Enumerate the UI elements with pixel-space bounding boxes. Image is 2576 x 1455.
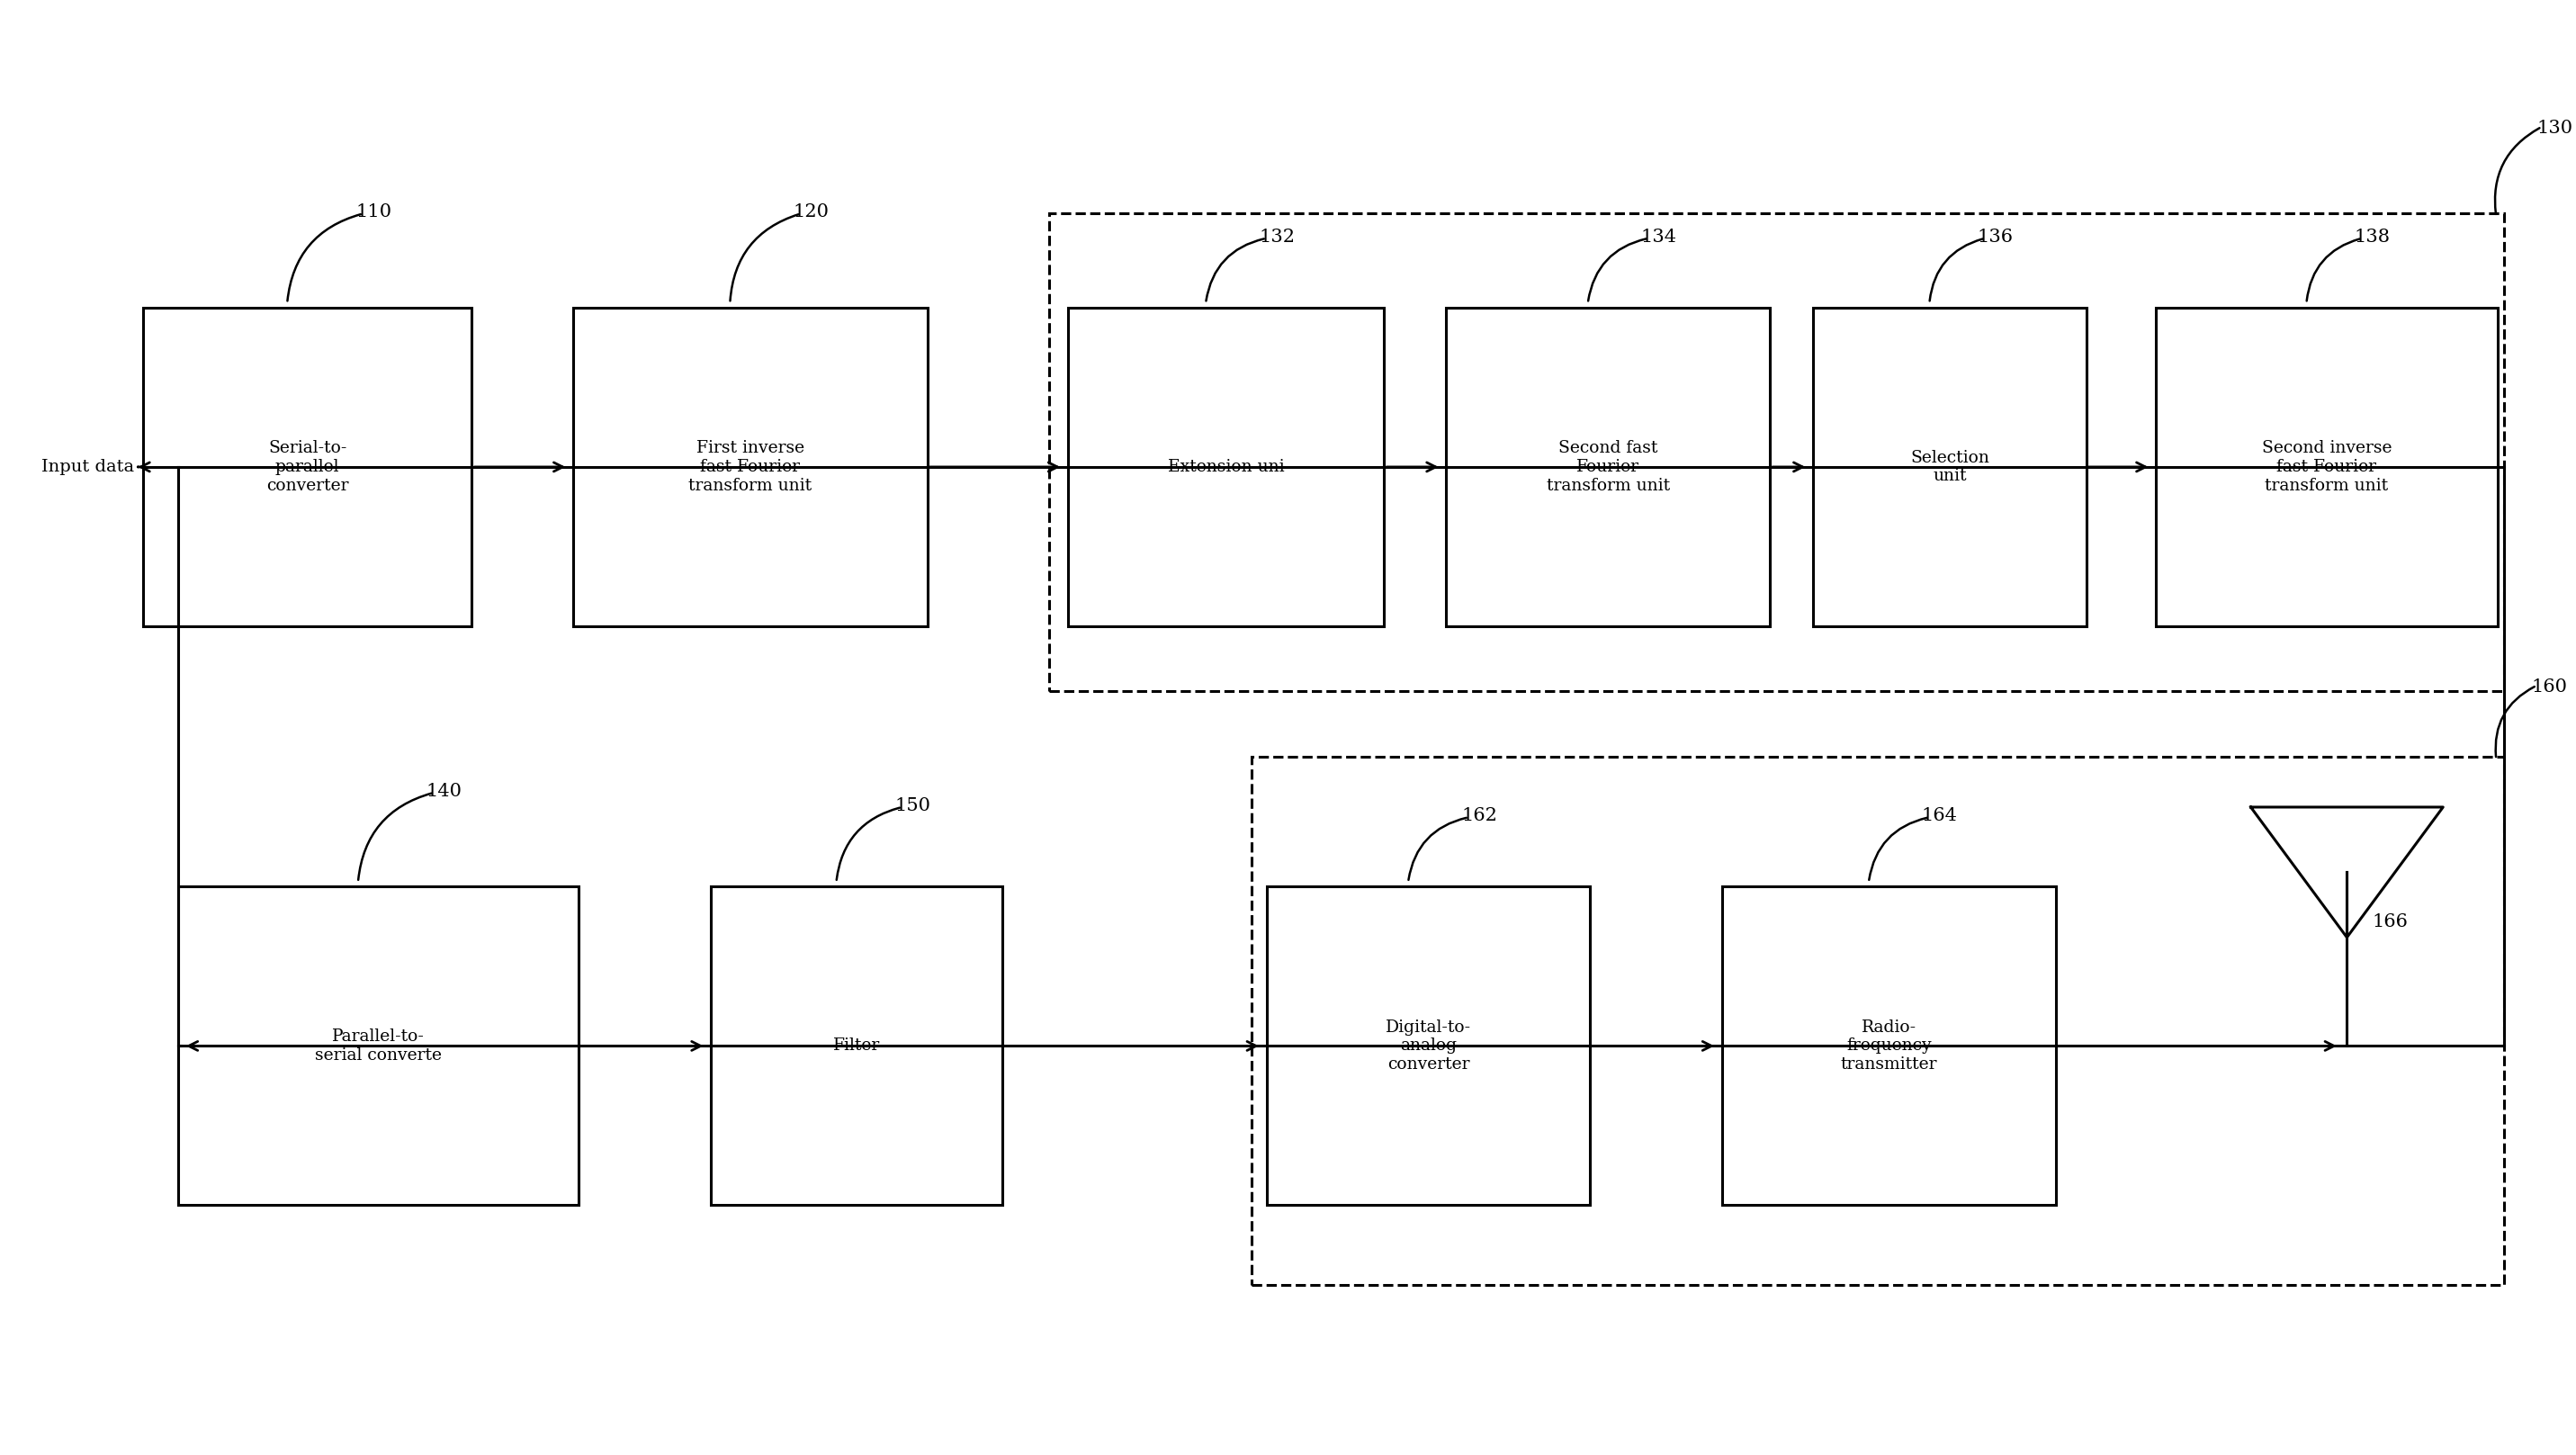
Text: 120: 120: [793, 204, 829, 221]
Text: 140: 140: [425, 783, 461, 800]
Text: 160: 160: [2532, 678, 2568, 695]
Text: Digital-to-
analog
converter: Digital-to- analog converter: [1386, 1018, 1471, 1072]
Text: 166: 166: [2372, 914, 2409, 930]
Text: 110: 110: [355, 204, 392, 221]
Text: Second fast
Fourier
transform unit: Second fast Fourier transform unit: [1546, 439, 1669, 493]
Text: Selection
unit: Selection unit: [1909, 450, 1989, 485]
Text: 130: 130: [2537, 119, 2573, 137]
Bar: [711, 886, 1002, 1205]
Bar: [1048, 214, 2504, 691]
Bar: [1267, 886, 1589, 1205]
Bar: [1814, 307, 2087, 626]
Bar: [1069, 307, 1383, 626]
Text: Serial-to-
parallel
converter: Serial-to- parallel converter: [265, 439, 348, 493]
Text: 162: 162: [1461, 808, 1497, 825]
Text: 138: 138: [2354, 228, 2391, 246]
Bar: [2156, 307, 2499, 626]
Text: 134: 134: [1641, 228, 1677, 246]
Text: Parallel-to-
serial converte: Parallel-to- serial converte: [314, 1029, 440, 1064]
Text: Radio-
frequency
transmitter: Radio- frequency transmitter: [1839, 1018, 1937, 1072]
Bar: [1252, 757, 2504, 1285]
Text: 164: 164: [1922, 808, 1958, 825]
Bar: [1721, 886, 2056, 1205]
Text: Second inverse
fast Fourier
transform unit: Second inverse fast Fourier transform un…: [2262, 439, 2391, 493]
Text: Extension uni: Extension uni: [1167, 458, 1285, 474]
Bar: [572, 307, 927, 626]
Bar: [142, 307, 471, 626]
Bar: [1445, 307, 1770, 626]
Text: 136: 136: [1978, 228, 2014, 246]
Text: 132: 132: [1260, 228, 1296, 246]
Text: Filter: Filter: [832, 1037, 881, 1053]
Text: Input data: Input data: [41, 458, 134, 474]
Bar: [178, 886, 577, 1205]
Text: 150: 150: [894, 797, 930, 815]
Text: First inverse
fast Fourier
transform unit: First inverse fast Fourier transform uni…: [688, 439, 811, 493]
